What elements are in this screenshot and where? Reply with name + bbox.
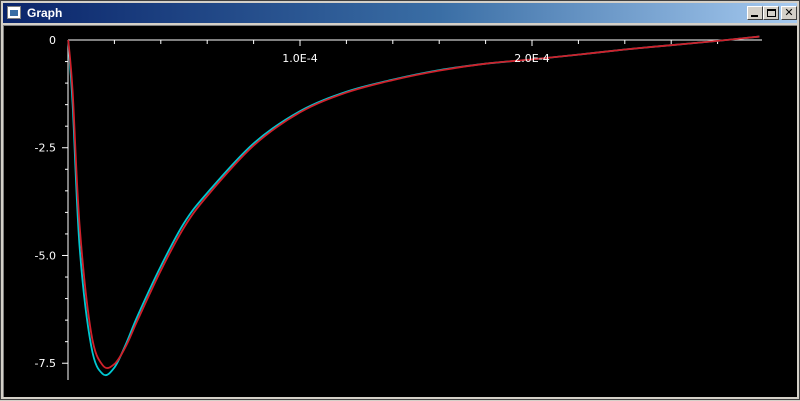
maximize-icon (767, 9, 776, 17)
title-bar[interactable]: Graph ✕ (3, 3, 797, 23)
maximize-button[interactable] (763, 6, 779, 20)
minimize-button[interactable] (747, 6, 763, 20)
x-tick-label: 1.0E-4 (282, 52, 317, 65)
y-tick-label: -2.5 (35, 142, 56, 155)
window-title: Graph (27, 6, 63, 20)
graph-window-icon[interactable] (7, 6, 21, 19)
close-icon: ✕ (784, 6, 794, 19)
y-tick-label: 0 (49, 34, 56, 47)
series-line-cyan (67, 35, 760, 377)
chart: 1.0E-4 2.0E-4 0 -2.5 -5.0 -7.5 (35, 34, 762, 380)
x-tick-label: 2.0E-4 (514, 52, 549, 65)
chart-series (67, 35, 760, 377)
series-line-red (67, 35, 760, 369)
minimize-icon (751, 15, 758, 17)
y-tick-label: -7.5 (35, 357, 56, 370)
plot-area: 1.0E-4 2.0E-4 0 -2.5 -5.0 -7.5 (3, 25, 797, 397)
chart-axes (62, 39, 762, 380)
close-button[interactable]: ✕ (781, 6, 797, 20)
y-tick-label: -5.0 (35, 249, 56, 262)
chart-tick-labels: 1.0E-4 2.0E-4 0 -2.5 -5.0 -7.5 (35, 34, 550, 370)
